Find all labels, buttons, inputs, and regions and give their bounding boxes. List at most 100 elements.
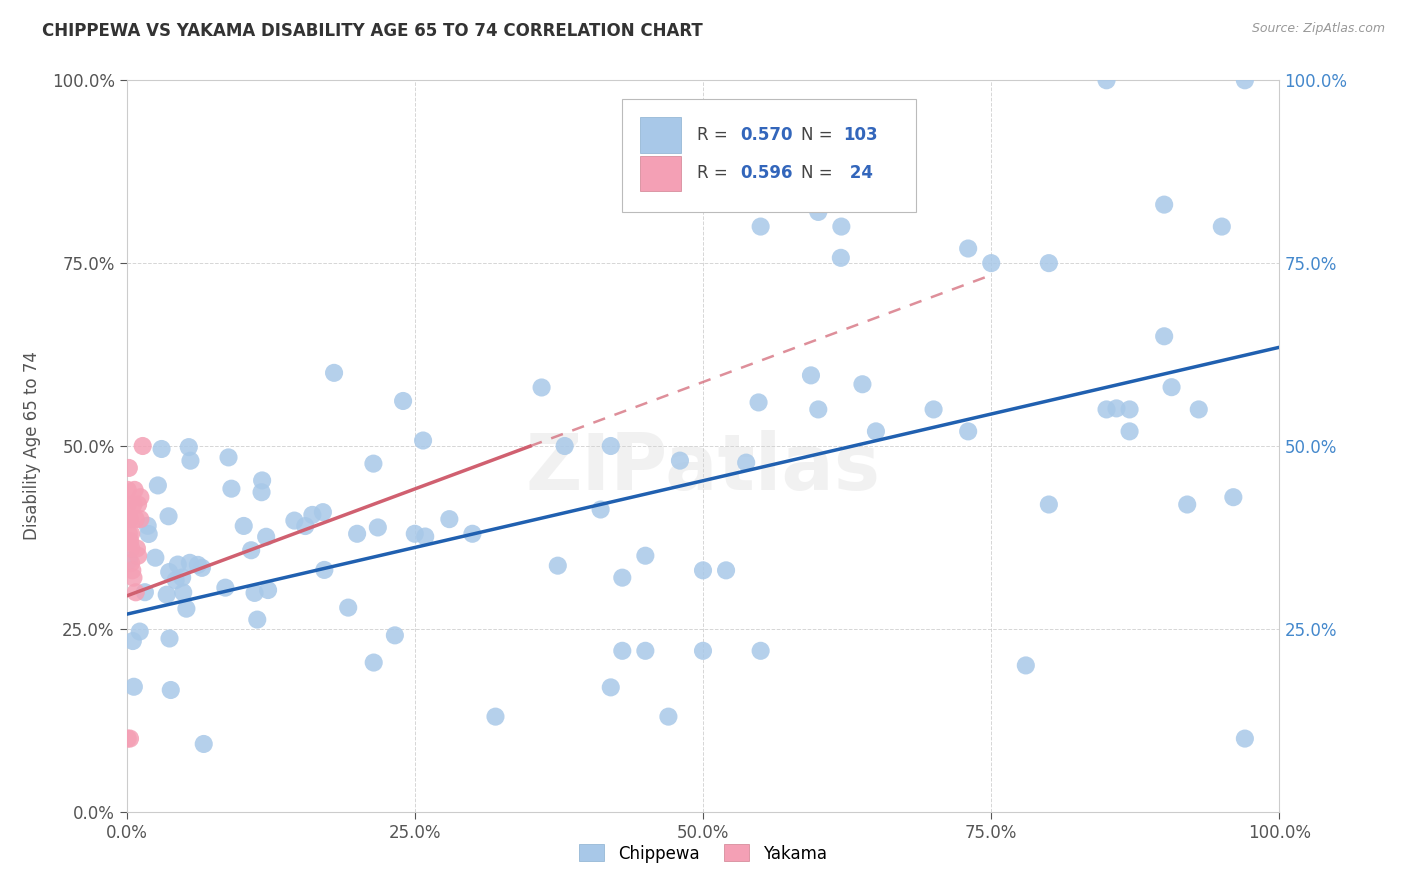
Point bbox=[122, 680, 145, 694]
Point bbox=[749, 219, 772, 234]
Text: Source: ZipAtlas.com: Source: ZipAtlas.com bbox=[1251, 22, 1385, 36]
Point bbox=[122, 571, 145, 585]
Point bbox=[283, 514, 305, 528]
FancyBboxPatch shape bbox=[640, 155, 681, 192]
Point bbox=[346, 526, 368, 541]
Text: N =: N = bbox=[801, 126, 838, 145]
Point bbox=[1038, 256, 1060, 270]
Point bbox=[214, 581, 236, 595]
Point bbox=[166, 558, 188, 572]
Point bbox=[118, 534, 141, 549]
Point bbox=[657, 709, 679, 723]
Point bbox=[547, 558, 569, 573]
Y-axis label: Disability Age 65 to 74: Disability Age 65 to 74 bbox=[22, 351, 41, 541]
Point bbox=[187, 558, 209, 572]
Point bbox=[240, 543, 263, 558]
Point bbox=[118, 512, 141, 526]
Point bbox=[922, 402, 945, 417]
Point bbox=[179, 556, 201, 570]
Point bbox=[118, 512, 141, 526]
Text: N =: N = bbox=[801, 164, 838, 182]
Point bbox=[117, 731, 139, 746]
Point bbox=[1095, 402, 1118, 417]
Point bbox=[218, 450, 240, 465]
Point bbox=[159, 683, 181, 698]
Point bbox=[957, 425, 980, 439]
Point bbox=[634, 644, 657, 658]
Point bbox=[122, 498, 145, 512]
FancyBboxPatch shape bbox=[623, 99, 917, 212]
Point bbox=[634, 549, 657, 563]
Point bbox=[384, 628, 406, 642]
Point bbox=[121, 563, 143, 577]
Point bbox=[125, 512, 148, 526]
Text: 24: 24 bbox=[844, 164, 873, 182]
Point bbox=[612, 644, 634, 658]
Point bbox=[117, 483, 139, 497]
Point bbox=[121, 634, 143, 648]
Point bbox=[865, 425, 887, 439]
Point bbox=[1233, 73, 1256, 87]
Point bbox=[1211, 219, 1233, 234]
Point bbox=[1222, 490, 1244, 504]
Point bbox=[150, 442, 173, 456]
Point bbox=[413, 529, 436, 543]
Point bbox=[127, 498, 149, 512]
Point bbox=[120, 556, 142, 570]
Point bbox=[669, 453, 692, 467]
Point bbox=[323, 366, 346, 380]
Point bbox=[412, 434, 434, 448]
Text: CHIPPEWA VS YAKAMA DISABILITY AGE 65 TO 74 CORRELATION CHART: CHIPPEWA VS YAKAMA DISABILITY AGE 65 TO … bbox=[42, 22, 703, 40]
Point bbox=[191, 561, 214, 575]
Text: 103: 103 bbox=[844, 126, 879, 145]
Point bbox=[599, 681, 621, 695]
Point bbox=[179, 453, 201, 467]
Point bbox=[692, 563, 714, 577]
Point bbox=[118, 526, 141, 541]
Point bbox=[129, 490, 152, 504]
Text: R =: R = bbox=[697, 164, 734, 182]
Point bbox=[136, 518, 159, 533]
Point bbox=[232, 519, 254, 533]
Point bbox=[1160, 380, 1182, 394]
Point bbox=[692, 644, 714, 658]
Point bbox=[117, 498, 139, 512]
Point bbox=[157, 509, 180, 524]
Legend: Chippewa, Yakama: Chippewa, Yakama bbox=[572, 838, 834, 869]
Text: 0.570: 0.570 bbox=[740, 126, 793, 145]
Point bbox=[134, 585, 156, 599]
Point bbox=[250, 485, 273, 500]
Point bbox=[363, 656, 385, 670]
Point bbox=[125, 541, 148, 556]
Point bbox=[157, 565, 180, 579]
Point bbox=[138, 527, 160, 541]
Text: R =: R = bbox=[697, 126, 734, 145]
Point bbox=[257, 583, 280, 598]
Point bbox=[1175, 498, 1198, 512]
Point bbox=[337, 600, 360, 615]
Point bbox=[193, 737, 215, 751]
Point bbox=[830, 251, 852, 265]
Point bbox=[392, 394, 415, 409]
Point bbox=[118, 461, 141, 475]
Point bbox=[118, 553, 141, 567]
Point bbox=[176, 601, 198, 615]
Point bbox=[589, 502, 612, 516]
Point bbox=[128, 624, 150, 639]
Point bbox=[120, 526, 142, 541]
Point bbox=[612, 571, 634, 585]
Point bbox=[599, 439, 621, 453]
Point bbox=[554, 439, 576, 453]
Point bbox=[367, 520, 389, 534]
Point bbox=[120, 541, 142, 556]
Point bbox=[1153, 197, 1175, 211]
Point bbox=[314, 563, 336, 577]
Point bbox=[363, 457, 385, 471]
Point bbox=[146, 478, 169, 492]
Point bbox=[118, 731, 141, 746]
Point bbox=[714, 563, 737, 577]
Point bbox=[165, 573, 187, 587]
Point bbox=[294, 519, 316, 533]
Text: 0.596: 0.596 bbox=[740, 164, 793, 182]
Point bbox=[530, 380, 553, 394]
